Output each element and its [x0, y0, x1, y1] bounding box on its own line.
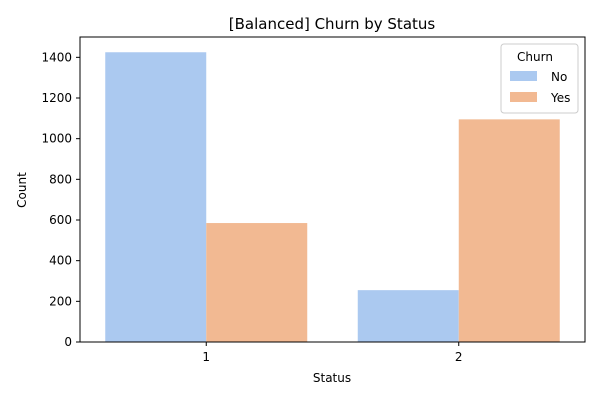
y-tick-label: 400	[49, 254, 72, 268]
y-tick-label: 1000	[41, 132, 72, 146]
y-tick-label: 0	[64, 335, 72, 349]
legend-swatch-yes	[510, 92, 537, 102]
x-tick-label: 2	[455, 350, 463, 364]
x-axis-label: Status	[313, 371, 351, 385]
bar-no-2	[357, 290, 459, 342]
legend-swatch-no	[510, 71, 537, 81]
bar-yes-2	[458, 119, 560, 342]
y-tick-label: 800	[49, 172, 72, 186]
y-tick-label: 1400	[41, 50, 72, 64]
bars-group	[105, 52, 560, 342]
legend-title: Churn	[517, 50, 553, 64]
y-tick-label: 600	[49, 213, 72, 227]
bar-no-1	[105, 52, 207, 342]
plot-frame	[79, 36, 586, 343]
y-axis: 0 200 400 600 800 1000 1200 1400	[41, 50, 80, 349]
bar-yes-1	[206, 223, 308, 342]
x-tick-label: 1	[202, 350, 210, 364]
y-axis-label: Count	[15, 172, 29, 208]
y-tick-label: 200	[49, 294, 72, 308]
legend: Churn No Yes	[500, 43, 579, 114]
legend-label-no: No	[551, 70, 567, 84]
y-tick-label: 1200	[41, 91, 72, 105]
chart-title: [Balanced] Churn by Status	[229, 15, 436, 33]
legend-label-yes: Yes	[550, 91, 570, 105]
